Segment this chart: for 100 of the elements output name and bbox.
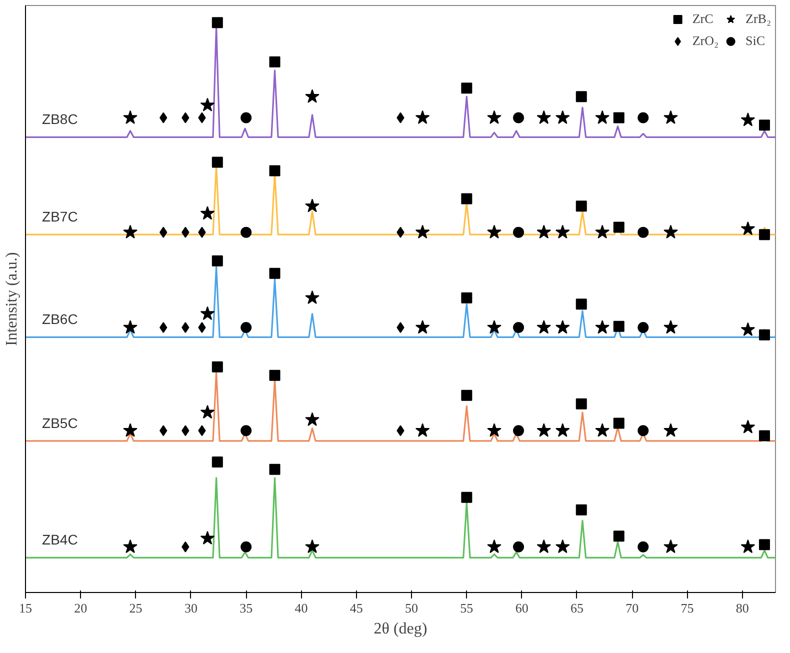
point (576, 91, 587, 102)
point (613, 320, 624, 332)
point (758, 539, 770, 550)
point (638, 322, 649, 333)
point (576, 504, 587, 516)
point (595, 110, 610, 124)
point (212, 456, 223, 468)
series-label: ZB8C (42, 111, 78, 128)
point (461, 82, 472, 94)
point (758, 120, 770, 131)
series-label: ZB7C (42, 208, 78, 225)
point (240, 322, 252, 333)
point (212, 17, 223, 28)
point (487, 224, 502, 238)
point (664, 423, 678, 437)
point (613, 418, 624, 429)
point (415, 423, 430, 437)
point (415, 110, 430, 124)
x-axis-title: 2θ (deg) (374, 620, 428, 638)
point (305, 412, 320, 426)
point (200, 404, 215, 419)
point (576, 200, 587, 212)
point (536, 320, 552, 334)
point (740, 112, 756, 126)
point (415, 320, 430, 334)
point (513, 112, 524, 124)
y-axis-title: Intensity (a.u.) (4, 252, 20, 346)
point (513, 226, 524, 238)
point (740, 322, 756, 336)
point (576, 398, 587, 410)
point (200, 530, 215, 545)
point (305, 89, 320, 103)
point (638, 425, 649, 436)
point (269, 56, 280, 68)
legend-label: SiC (746, 33, 766, 49)
point (638, 226, 649, 238)
x-tick-label: 60 (515, 600, 528, 616)
point (200, 206, 215, 220)
point (240, 112, 252, 124)
point (536, 423, 552, 437)
point (595, 320, 610, 334)
point (269, 268, 280, 279)
point (664, 320, 678, 334)
series-label: ZB5C (42, 414, 78, 431)
point (212, 156, 223, 168)
point (461, 193, 472, 204)
x-tick-label: 80 (736, 600, 749, 616)
point (212, 361, 223, 372)
point (240, 541, 252, 552)
point (740, 539, 756, 554)
legend-label: ZrB₂ (746, 11, 771, 27)
point (487, 320, 502, 334)
x-tick-label: 20 (74, 600, 88, 616)
point (595, 224, 610, 238)
point (555, 423, 570, 437)
point (536, 539, 552, 554)
point (664, 224, 678, 238)
point (536, 110, 552, 124)
x-tick-label: 45 (350, 600, 363, 616)
x-tick-label: 70 (626, 600, 639, 616)
point (638, 541, 649, 552)
point (555, 539, 570, 554)
point (613, 222, 624, 233)
x-tick-label: 75 (680, 600, 694, 616)
point (461, 390, 472, 401)
point (269, 370, 280, 381)
point (613, 112, 624, 124)
point (664, 539, 678, 554)
point (740, 221, 756, 236)
point (487, 423, 502, 437)
point (123, 539, 138, 554)
legend-label: ZrO₂ (692, 33, 719, 49)
x-tick-label: 35 (240, 600, 253, 616)
x-tick-label: 65 (570, 600, 584, 616)
point (555, 224, 570, 238)
x-tick-label: 30 (184, 600, 198, 616)
point (487, 110, 502, 124)
point (200, 306, 215, 320)
point (240, 425, 252, 436)
point (461, 492, 472, 503)
point (200, 98, 215, 112)
point (212, 255, 223, 266)
point (240, 226, 252, 238)
x-tick-label: 50 (405, 600, 418, 616)
point (123, 423, 138, 437)
point (555, 320, 570, 334)
point (576, 298, 587, 310)
point (638, 112, 649, 124)
point (269, 165, 280, 176)
point (415, 224, 430, 238)
x-tick-label: 55 (460, 600, 474, 616)
legend-label: ZrC (692, 11, 714, 27)
point (305, 539, 320, 554)
point (513, 425, 524, 436)
x-tick-label: 40 (294, 600, 308, 616)
point (595, 423, 610, 437)
point (123, 224, 138, 238)
x-tick-label: 25 (129, 600, 142, 616)
point (305, 198, 320, 212)
point (487, 539, 502, 554)
